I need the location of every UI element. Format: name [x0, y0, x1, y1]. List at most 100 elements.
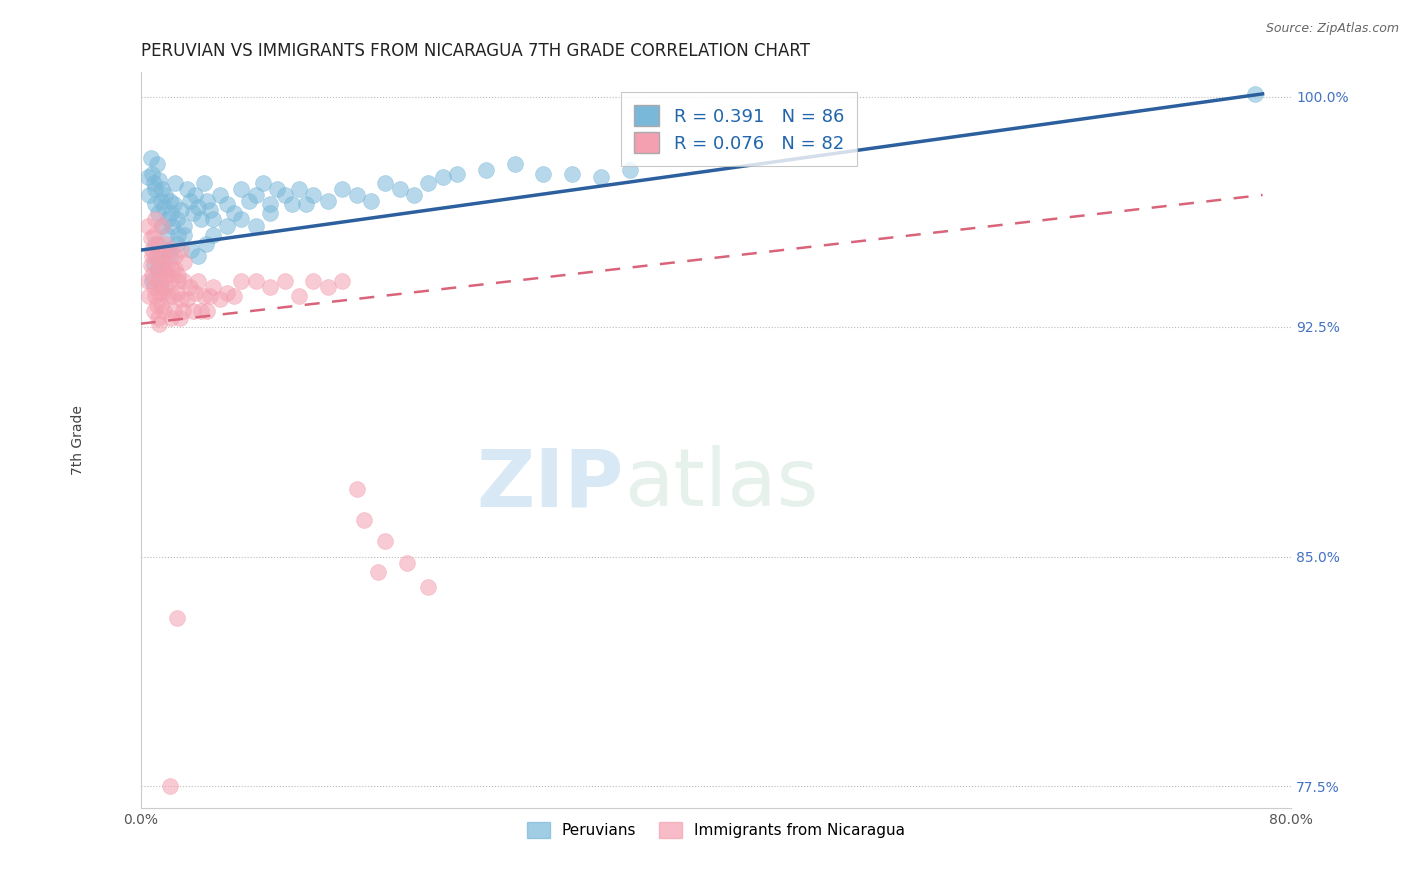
Point	[432, 169, 454, 184]
Point	[295, 197, 318, 211]
Point	[231, 212, 253, 227]
Point	[217, 286, 239, 301]
Point	[346, 482, 368, 496]
Point	[145, 157, 167, 171]
Point	[143, 212, 166, 227]
Point	[181, 304, 204, 318]
Point	[217, 219, 239, 233]
Point	[155, 280, 177, 294]
Point	[141, 243, 163, 257]
Point	[138, 188, 160, 202]
Point	[353, 513, 375, 527]
Point	[155, 237, 177, 252]
Point	[149, 298, 172, 312]
Legend: Peruvians, Immigrants from Nicaragua: Peruvians, Immigrants from Nicaragua	[520, 816, 911, 844]
Point	[231, 274, 253, 288]
Point	[145, 274, 167, 288]
Point	[418, 176, 440, 190]
Point	[141, 274, 163, 288]
Y-axis label: 7th Grade: 7th Grade	[72, 405, 86, 475]
Point	[166, 212, 188, 227]
Point	[231, 182, 253, 196]
Point	[166, 286, 188, 301]
Point	[245, 274, 267, 288]
Point	[193, 289, 215, 303]
Point	[136, 169, 159, 184]
Point	[374, 534, 396, 549]
Point	[146, 261, 169, 276]
Point	[153, 304, 176, 318]
Point	[208, 188, 231, 202]
Point	[173, 227, 195, 242]
Point	[173, 219, 195, 233]
Point	[141, 167, 163, 181]
Point	[142, 280, 165, 294]
Point	[198, 289, 221, 303]
Point	[446, 167, 468, 181]
Point	[170, 292, 193, 306]
Point	[149, 280, 172, 294]
Point	[273, 274, 295, 288]
Point	[165, 261, 187, 276]
Point	[330, 274, 353, 288]
Point	[139, 151, 162, 165]
Point	[201, 280, 224, 294]
Point	[163, 197, 186, 211]
Point	[259, 206, 281, 220]
Point	[156, 268, 179, 282]
Point	[170, 243, 193, 257]
Point	[153, 261, 176, 276]
Point	[503, 157, 526, 171]
Text: PERUVIAN VS IMMIGRANTS FROM NICARAGUA 7TH GRADE CORRELATION CHART: PERUVIAN VS IMMIGRANTS FROM NICARAGUA 7T…	[141, 42, 810, 60]
Point	[173, 255, 195, 269]
Point	[273, 188, 295, 202]
Point	[159, 194, 181, 208]
Point	[561, 167, 583, 181]
Point	[190, 304, 212, 318]
Point	[184, 286, 207, 301]
Point	[201, 227, 224, 242]
Point	[153, 261, 176, 276]
Point	[143, 237, 166, 252]
Point	[208, 292, 231, 306]
Point	[367, 565, 389, 579]
Point	[245, 219, 267, 233]
Point	[346, 188, 368, 202]
Point	[150, 249, 173, 263]
Point	[162, 289, 184, 303]
Point	[148, 172, 170, 186]
Point	[194, 237, 217, 252]
Point	[143, 182, 166, 196]
Point	[170, 203, 193, 218]
Point	[146, 237, 169, 252]
Point	[159, 780, 181, 794]
Point	[330, 182, 353, 196]
Point	[252, 176, 274, 190]
Point	[589, 169, 612, 184]
Point	[150, 182, 173, 196]
Point	[302, 274, 325, 288]
Point	[360, 194, 382, 208]
Point	[193, 176, 215, 190]
Point	[136, 219, 159, 233]
Point	[198, 203, 221, 218]
Point	[162, 261, 184, 276]
Point	[148, 286, 170, 301]
Point	[153, 200, 176, 214]
Point	[187, 249, 209, 263]
Point	[165, 176, 187, 190]
Point	[157, 212, 180, 227]
Point	[146, 261, 169, 276]
Point	[179, 280, 201, 294]
Point	[316, 194, 339, 208]
Point	[395, 556, 418, 570]
Point	[160, 206, 183, 220]
Point	[288, 289, 311, 303]
Point	[374, 176, 396, 190]
Point	[217, 197, 239, 211]
Point	[157, 289, 180, 303]
Point	[418, 580, 440, 594]
Point	[142, 304, 165, 318]
Point	[150, 219, 173, 233]
Point	[156, 243, 179, 257]
